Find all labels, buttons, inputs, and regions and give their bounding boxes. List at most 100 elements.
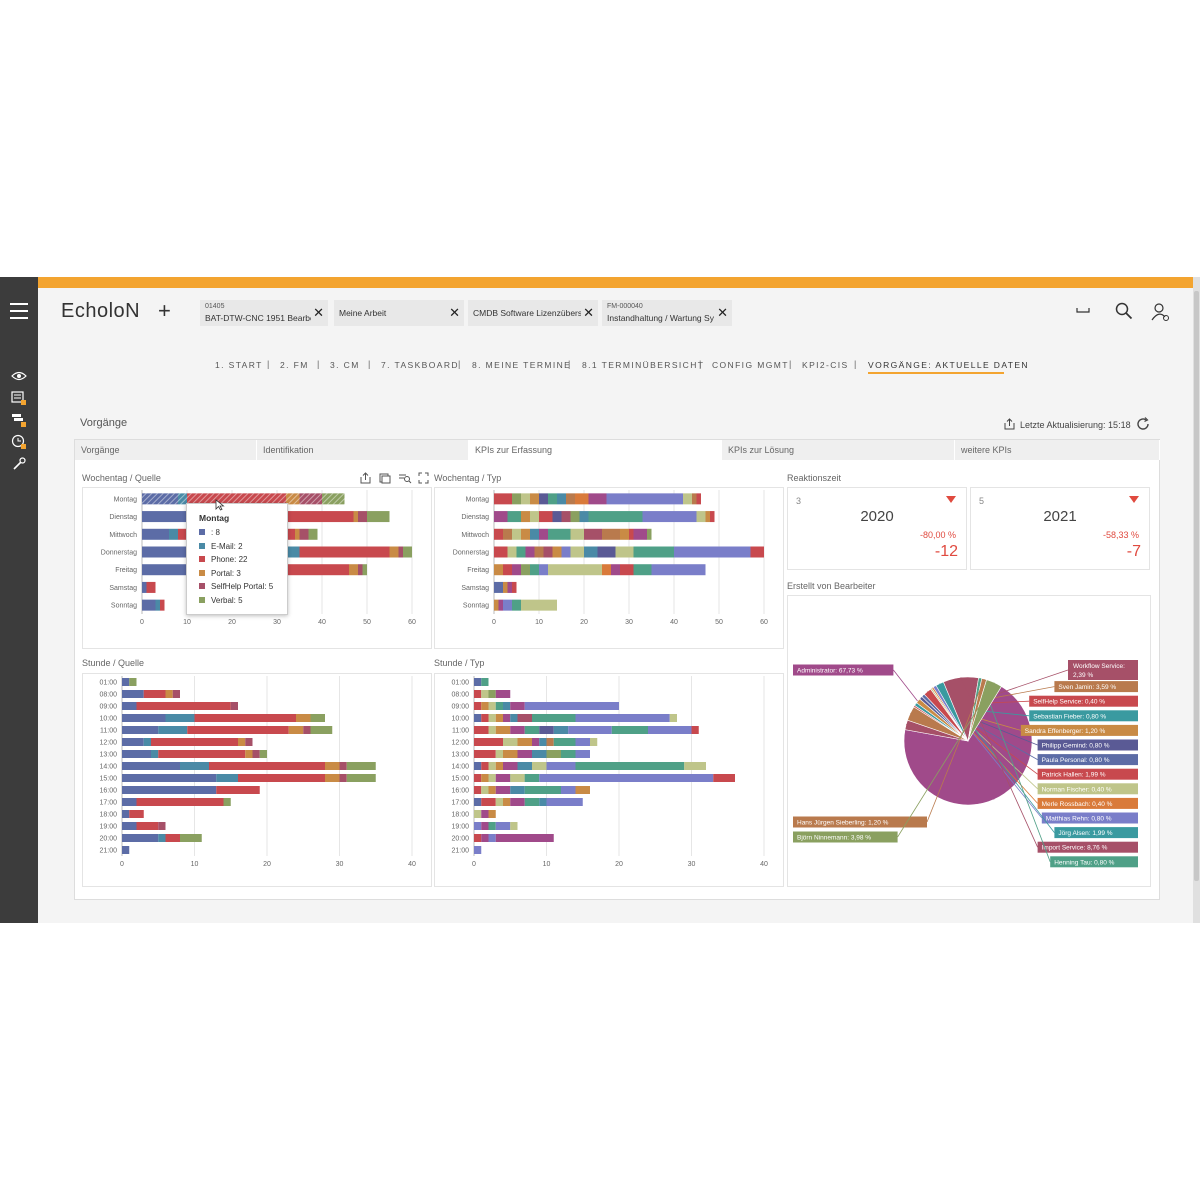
- user-settings-icon[interactable]: [1151, 302, 1171, 322]
- nav-separator: |: [568, 359, 571, 369]
- bar-segment: [575, 786, 590, 794]
- refresh-icon[interactable]: [1136, 417, 1150, 431]
- bar-segment: [620, 528, 629, 540]
- bar-segment: [532, 714, 576, 722]
- chart-wochentag-quelle[interactable]: 0 10 20 30 40 50 60 Montag Dienstag Mittwoch Donne…: [82, 487, 432, 649]
- bar-segment: [180, 834, 202, 842]
- window-tab[interactable]: CMDB Software Lizenzübersi ✕: [468, 300, 598, 326]
- pie-label-box: [1054, 827, 1138, 839]
- bar-segment: [488, 786, 496, 794]
- zoom-select-icon[interactable]: [399, 474, 412, 484]
- bar-segment: [588, 511, 643, 523]
- bar-segment: [503, 528, 512, 540]
- bar-segment: [611, 564, 620, 576]
- bar-segment: [495, 702, 503, 710]
- tab-weitere-kpis[interactable]: weitere KPIs: [955, 440, 1160, 460]
- window-tab[interactable]: Meine Arbeit ✕: [334, 300, 464, 326]
- close-icon[interactable]: ✕: [313, 305, 324, 320]
- close-icon[interactable]: ✕: [449, 305, 460, 320]
- bar-segment: [481, 822, 489, 830]
- bar-segment: [651, 564, 683, 576]
- tab-kpis-erfassung[interactable]: KPIs zur Erfassung: [469, 440, 722, 460]
- x-tick-label: 30: [625, 619, 633, 626]
- bar-segment: [710, 511, 715, 523]
- tools-icon[interactable]: [11, 456, 27, 472]
- tab-kpis-loesung[interactable]: KPIs zur Lösung: [722, 440, 955, 460]
- bar-segment: [155, 599, 160, 611]
- chart-stunde-typ[interactable]: 0 10 20 30 40 01:00 08:00 09:00 10:00 11:00 12:00 1…: [434, 673, 784, 887]
- tab-identifikation[interactable]: Identifikation: [257, 440, 469, 460]
- bar-segment: [495, 714, 503, 722]
- nav-terminuebersicht[interactable]: 8.1 TERMINÜBERSICHT: [582, 360, 705, 370]
- bar-segment: [146, 581, 156, 593]
- scrollbar-thumb[interactable]: [1194, 291, 1199, 881]
- list-icon[interactable]: [11, 390, 27, 406]
- layers-icon[interactable]: [11, 412, 27, 428]
- bar-segment: [238, 774, 325, 782]
- nav-vorgaenge-aktuelle-daten[interactable]: VORGÄNGE: AKTUELLE DATEN: [868, 360, 1029, 370]
- y-tick-label: 17:00: [451, 800, 469, 807]
- bar-segment: [568, 726, 612, 734]
- y-tick-label: 19:00: [451, 824, 469, 831]
- bar-segment: [503, 738, 518, 746]
- window-tab[interactable]: FM-000040 Instandhaltung / Wartung Sy ✕: [602, 300, 732, 326]
- bar-segment: [696, 511, 706, 523]
- nav-cm[interactable]: 3. CM: [330, 360, 360, 370]
- bar-segment: [158, 834, 166, 842]
- bar-segment: [495, 822, 511, 830]
- tooltip-row-text: SelfHelp Portal: 5: [211, 582, 274, 591]
- nav-start[interactable]: 1. START: [215, 360, 263, 370]
- bar-segment: [122, 738, 144, 746]
- export-icon[interactable]: [1004, 418, 1015, 430]
- chart-wochentag-typ[interactable]: 0 10 20 30 40 50 60 Montag Dienstag Mittwoch Donne…: [434, 487, 784, 649]
- nav-config-mgmt[interactable]: CONFIG MGMT: [712, 360, 789, 370]
- bar-segment: [488, 762, 496, 770]
- pie-leader-line: [979, 678, 1051, 862]
- tab-vorgaenge[interactable]: Vorgänge: [75, 440, 257, 460]
- copy-icon[interactable]: [379, 473, 391, 484]
- menu-icon[interactable]: [10, 303, 28, 319]
- chart-erstellt-von-bearbeiter[interactable]: Administrator: 67,73 % Workflow Service: 2…: [787, 595, 1151, 887]
- close-icon[interactable]: ✕: [717, 305, 728, 320]
- minimize-icon[interactable]: [1075, 302, 1091, 318]
- kpi-count: 3: [796, 496, 802, 506]
- bar-segment: [194, 714, 296, 722]
- bar-segment: [521, 511, 530, 523]
- nav-kpi2-cis[interactable]: KPI2-CIS: [802, 360, 849, 370]
- nav-fm[interactable]: 2. FM: [280, 360, 309, 370]
- bar-segment: [122, 846, 130, 854]
- tab-label: Vorgänge: [81, 445, 120, 455]
- bar-segment: [570, 528, 584, 540]
- search-icon[interactable]: [1115, 302, 1133, 320]
- tooltip-title: Montag: [199, 513, 230, 523]
- bar-segment: [566, 493, 575, 505]
- bar-segment: [633, 528, 647, 540]
- y-tick-label: 16:00: [451, 788, 469, 795]
- bar-segment: [503, 714, 511, 722]
- bar-segment: [339, 774, 347, 782]
- fullscreen-icon[interactable]: [418, 472, 429, 484]
- nav-taskboard[interactable]: 7. TASKBOARD: [381, 360, 459, 370]
- close-icon[interactable]: ✕: [583, 305, 594, 320]
- bar-segment: [570, 511, 580, 523]
- y-tick-label: 14:00: [451, 764, 469, 771]
- pie-label-box: [1029, 695, 1138, 707]
- window-tab-label: BAT-DTW-CNC 1951 Bearbeit: [205, 313, 311, 323]
- bar-segment: [216, 774, 238, 782]
- new-tab-button[interactable]: +: [158, 298, 171, 323]
- bar-segment: [488, 726, 496, 734]
- chart-stunde-quelle[interactable]: 0 10 20 30 40 01:00 08:00 09:00 10:00 11:00 12:00 1…: [82, 673, 432, 887]
- bar-segment: [524, 798, 540, 806]
- nav-active-indicator: [868, 372, 1004, 374]
- clock-icon[interactable]: [11, 434, 27, 450]
- bar-segment: [488, 822, 496, 830]
- pie-label-box: [1050, 856, 1138, 868]
- bar-segment: [561, 750, 576, 758]
- export-icon[interactable]: [360, 472, 371, 484]
- window-tab[interactable]: 01405 BAT-DTW-CNC 1951 Bearbeit ✕: [200, 300, 328, 326]
- y-tick-label: Samstag: [109, 585, 137, 592]
- chart-title-erstellt-von: Erstellt von Bearbeiter: [787, 581, 876, 591]
- eye-icon[interactable]: [11, 368, 27, 384]
- nav-meine-termine[interactable]: 8. MEINE TERMINE: [472, 360, 572, 370]
- chart-toolbar: [360, 472, 429, 484]
